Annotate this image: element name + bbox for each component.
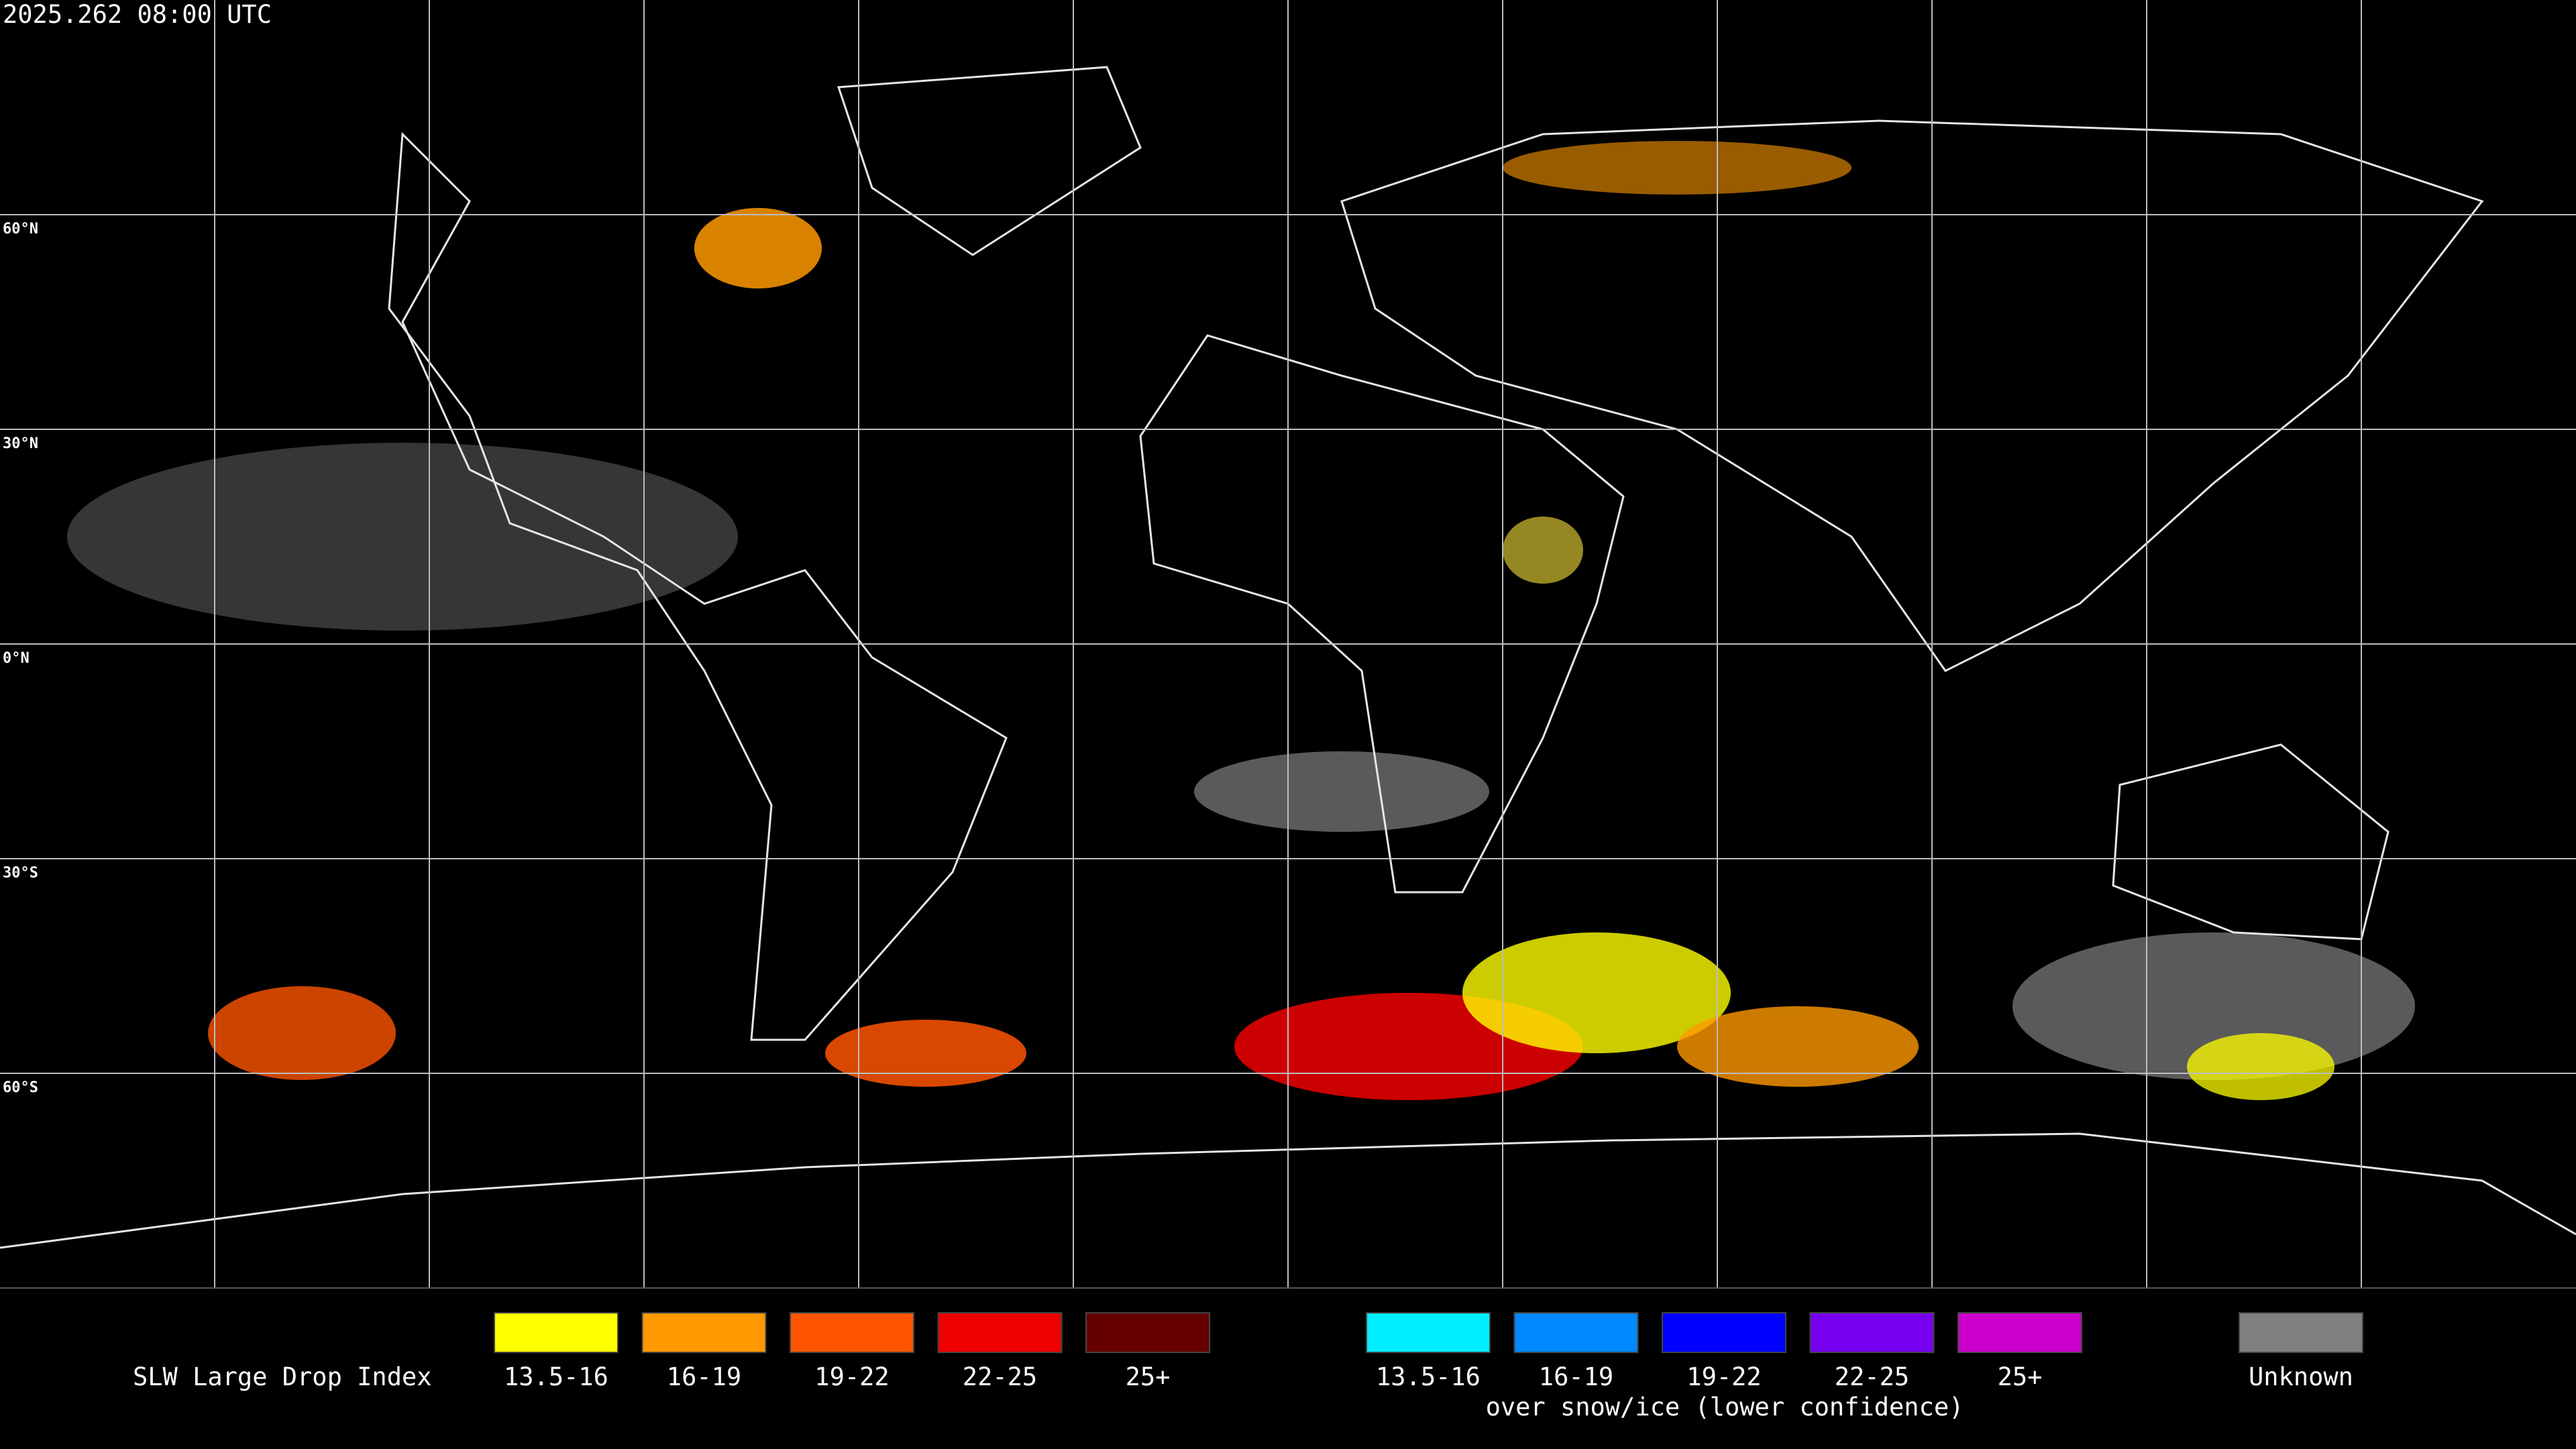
legend-label: 25+ <box>1126 1362 1171 1391</box>
cloud-patch <box>1503 141 1851 195</box>
legend-swatch <box>494 1312 619 1353</box>
legend-label: 13.5-16 <box>1376 1362 1481 1391</box>
legend-label: 13.5-16 <box>504 1362 608 1391</box>
legend: 13.5-16 16-19 19-22 22-25 25+ 13.5-16 16-19 19-… <box>494 1312 2363 1391</box>
coastline <box>0 1132 2576 1249</box>
legend-label: 19-22 <box>814 1362 889 1391</box>
legend-label: 16-19 <box>667 1362 741 1391</box>
latitude-label: 0°N <box>3 650 30 667</box>
coastline <box>388 131 1008 1041</box>
latitude-label: 60°N <box>3 221 38 237</box>
legend-swatch <box>1085 1312 1210 1353</box>
latitude-label: 30°S <box>3 865 38 881</box>
coastline <box>837 66 1142 256</box>
cloud-patch <box>825 1020 1026 1087</box>
legend-label: Unknown <box>2249 1362 2353 1391</box>
legend-panel <box>0 1288 2576 1449</box>
timestamp: 2025.262 08:00 UTC <box>3 0 272 29</box>
legend-swatch <box>1513 1312 1639 1353</box>
latitude-label: 60°S <box>3 1079 38 1096</box>
cloud-patch <box>694 208 822 288</box>
cloud-patch <box>208 986 396 1080</box>
legend-swatch <box>790 1312 914 1353</box>
legend-swatch <box>937 1312 1063 1353</box>
legend-label: 25+ <box>1998 1362 2043 1391</box>
cloud-patch <box>2187 1033 2334 1100</box>
legend-label: 19-22 <box>1686 1362 1761 1391</box>
cloud-patch <box>1677 1006 1919 1087</box>
legend-swatch <box>1957 1312 2082 1353</box>
legend-label: 22-25 <box>963 1362 1037 1391</box>
cloud-patch <box>1503 517 1583 584</box>
cloud-patch <box>67 443 738 631</box>
latitude-label: 30°N <box>3 435 38 452</box>
cloud-patch <box>1462 932 1731 1053</box>
cloud-patch <box>1194 751 1489 832</box>
legend-swatch <box>641 1312 767 1353</box>
cloud-patch <box>2012 932 2415 1080</box>
latitude-labels: 60°N 30°N 0°N 30°S 60°S <box>3 221 38 1096</box>
snow-note: over snow/ice (lower confidence) <box>1486 1393 1964 1421</box>
graticule <box>0 0 2576 1288</box>
legend-title: SLW Large Drop Index <box>133 1362 432 1391</box>
legend-swatch <box>1366 1312 1491 1353</box>
legend-label: 22-25 <box>1835 1362 1909 1391</box>
legend-label: 16-19 <box>1539 1362 1613 1391</box>
legend-swatch <box>2239 1312 2363 1353</box>
legend-swatch <box>1662 1312 1786 1353</box>
legend-swatch <box>1809 1312 1935 1353</box>
